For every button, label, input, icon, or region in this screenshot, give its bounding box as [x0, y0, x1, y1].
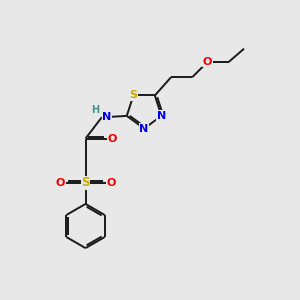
Text: S: S [81, 176, 90, 189]
Text: O: O [106, 178, 116, 188]
Text: N: N [140, 124, 149, 134]
Text: O: O [203, 57, 212, 67]
Text: N: N [157, 111, 166, 121]
Text: O: O [107, 134, 117, 144]
Text: H: H [91, 105, 99, 115]
Text: S: S [129, 91, 137, 100]
Text: O: O [56, 178, 65, 188]
Text: N: N [102, 112, 112, 122]
